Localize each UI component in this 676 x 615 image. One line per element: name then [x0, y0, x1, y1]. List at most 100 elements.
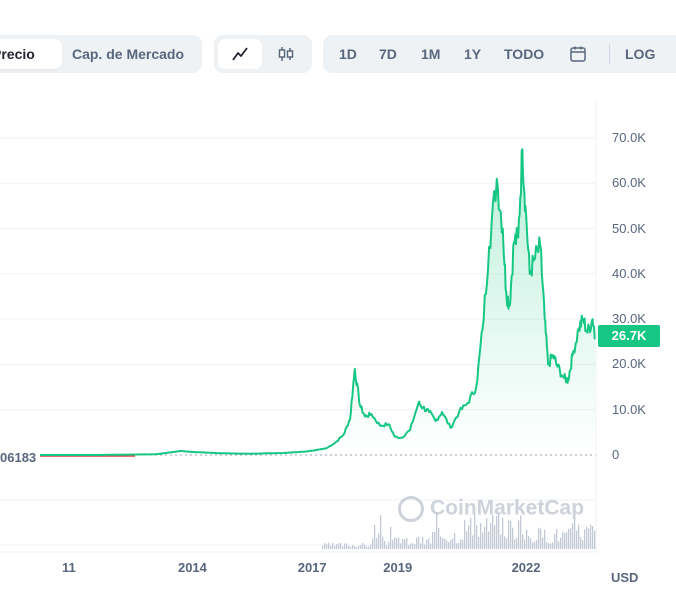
range-all[interactable]: TODO	[504, 46, 545, 62]
volume-bar	[558, 541, 560, 549]
volume-bar	[356, 547, 358, 549]
x-tick-label: 11	[61, 560, 76, 575]
volume-bar	[446, 540, 448, 549]
volume-bar	[380, 515, 382, 549]
volume-bar	[462, 539, 464, 549]
volume-bars	[322, 512, 596, 549]
volume-bar	[352, 544, 354, 549]
line-chart-icon	[232, 47, 248, 61]
volume-bar	[460, 539, 462, 549]
volume-bar	[436, 512, 438, 549]
volume-bar	[378, 533, 380, 549]
volume-bar	[358, 545, 360, 549]
volume-bar	[502, 517, 504, 549]
line-chart-button[interactable]	[218, 39, 262, 69]
volume-bar	[472, 535, 474, 549]
volume-bar	[544, 529, 546, 549]
currency-label: USD	[611, 570, 639, 585]
volume-bar	[442, 538, 444, 549]
volume-bar	[506, 538, 508, 549]
volume-bar	[354, 546, 356, 549]
calendar-button[interactable]	[563, 39, 593, 69]
volume-bar	[578, 524, 580, 549]
range-7d[interactable]: 7D	[379, 46, 397, 62]
volume-bar	[538, 527, 540, 549]
volume-bar	[470, 517, 472, 549]
y-tick-label: 30.0K	[612, 311, 646, 327]
volume-bar	[516, 537, 518, 549]
current-price-badge: 26.7K	[598, 325, 660, 347]
y-tick-label: 60.0K	[612, 175, 646, 191]
watermark: CoinMarketCap	[398, 496, 584, 522]
range-group: 1D 7D 1M 1Y TODO LOG	[323, 35, 676, 73]
volume-bar	[458, 542, 460, 549]
y-tick-label: 10.0K	[612, 401, 646, 417]
price-line	[40, 148, 597, 456]
volume-bar	[572, 523, 574, 549]
volume-bar	[326, 544, 328, 549]
chart-type-group	[214, 35, 312, 73]
volume-bar	[404, 539, 406, 549]
tab-price[interactable]: Precio	[0, 39, 62, 69]
volume-bar	[530, 538, 532, 549]
volume-bar	[532, 542, 534, 549]
volume-bar	[548, 543, 550, 549]
volume-bar	[490, 522, 492, 549]
volume-bar	[336, 544, 338, 549]
volume-bar	[394, 537, 396, 549]
volume-bar	[500, 534, 502, 549]
volume-bar	[494, 525, 496, 549]
volume-bar	[540, 528, 542, 549]
volume-bar	[390, 526, 392, 549]
volume-bar	[448, 542, 450, 549]
volume-bar	[488, 531, 490, 549]
volume-bar	[368, 546, 370, 549]
volume-bar	[480, 523, 482, 549]
volume-bar	[370, 544, 372, 549]
volume-bar	[520, 515, 522, 549]
volume-bar	[518, 520, 520, 549]
volume-bar	[338, 543, 340, 549]
volume-bar	[422, 536, 424, 549]
candlestick-button[interactable]	[264, 39, 308, 69]
volume-bar	[346, 543, 348, 549]
volume-bar	[570, 528, 572, 549]
volume-bar	[526, 529, 528, 549]
volume-bar	[588, 528, 590, 549]
volume-bar	[362, 542, 364, 549]
range-1y[interactable]: 1Y	[464, 46, 482, 62]
volume-bar	[330, 545, 332, 549]
price-area	[40, 149, 596, 456]
volume-bar	[332, 542, 334, 549]
metric-tab-group: Precio Cap. de Mercado	[0, 35, 202, 73]
volume-bar	[384, 541, 386, 549]
volume-bar	[418, 536, 420, 549]
volume-bar	[374, 524, 376, 549]
volume-bar	[468, 525, 470, 549]
volume-bar	[434, 531, 436, 549]
x-tick-label: 2014	[177, 560, 207, 575]
volume-bar	[482, 532, 484, 549]
volume-bar	[408, 544, 410, 549]
volume-bar	[562, 531, 564, 549]
volume-bar	[536, 539, 538, 549]
baseline-price-label: 06183	[0, 450, 37, 465]
volume-bar	[546, 542, 548, 549]
volume-bar	[440, 536, 442, 549]
volume-bar	[402, 539, 404, 549]
log-toggle[interactable]: LOG	[625, 46, 656, 62]
coinmarketcap-logo-icon	[398, 496, 424, 522]
volume-bar	[366, 546, 368, 549]
y-tick-label: 20.0K	[612, 356, 646, 372]
volume-bar	[510, 520, 512, 549]
volume-bar	[406, 537, 408, 549]
range-1m[interactable]: 1M	[421, 46, 441, 62]
x-tick-label: 2019	[383, 560, 413, 575]
range-1d[interactable]: 1D	[339, 46, 357, 62]
volume-bar	[386, 545, 388, 549]
volume-bar	[450, 539, 452, 549]
x-tick-label: 2017	[297, 560, 327, 575]
tab-market-cap[interactable]: Cap. de Mercado	[71, 46, 185, 62]
volume-bar	[416, 537, 418, 549]
volume-bar	[474, 513, 476, 549]
